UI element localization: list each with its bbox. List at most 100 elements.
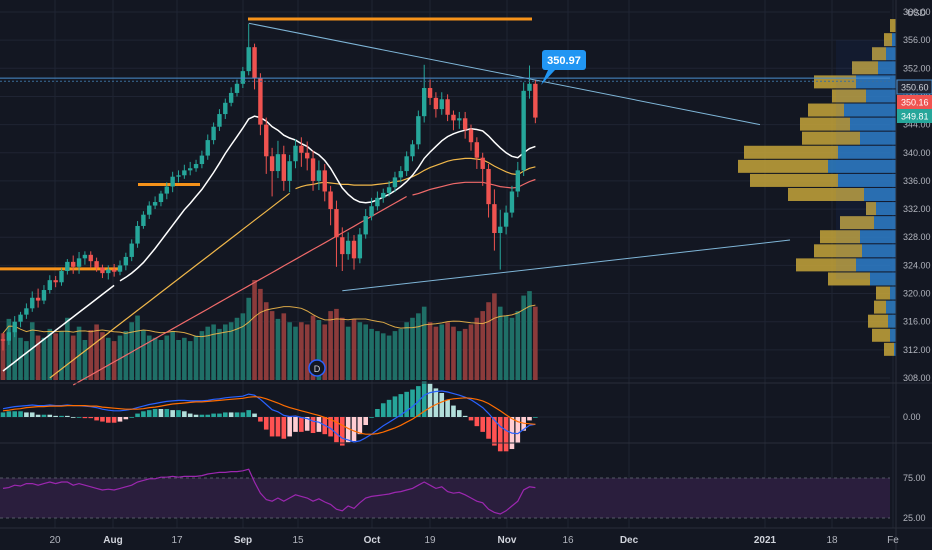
candle[interactable] bbox=[65, 259, 70, 275]
candle[interactable] bbox=[287, 154, 292, 193]
candle[interactable] bbox=[47, 275, 52, 294]
candle[interactable] bbox=[439, 92, 444, 115]
candle[interactable] bbox=[310, 150, 316, 191]
candle[interactable] bbox=[498, 209, 503, 270]
candle[interactable] bbox=[24, 303, 29, 319]
candle[interactable] bbox=[82, 251, 88, 265]
candle[interactable] bbox=[468, 124, 474, 151]
candle[interactable] bbox=[205, 134, 210, 160]
candle[interactable] bbox=[416, 110, 421, 150]
candle[interactable] bbox=[228, 87, 234, 107]
rsi-line[interactable] bbox=[2, 468, 536, 515]
macd-line[interactable] bbox=[2, 390, 536, 443]
upper-trend-line[interactable] bbox=[248, 22, 761, 126]
candle[interactable] bbox=[129, 239, 134, 262]
candle[interactable] bbox=[170, 171, 175, 193]
candle[interactable] bbox=[158, 190, 164, 207]
candle[interactable] bbox=[322, 164, 327, 202]
candle[interactable] bbox=[299, 137, 304, 167]
candle[interactable] bbox=[392, 171, 398, 193]
candle[interactable] bbox=[404, 151, 409, 176]
candle[interactable] bbox=[164, 182, 169, 200]
candle[interactable] bbox=[422, 64, 427, 123]
macd-signal-line[interactable] bbox=[2, 396, 536, 435]
candles[interactable] bbox=[0, 23, 538, 351]
candle[interactable] bbox=[100, 264, 105, 279]
candle[interactable] bbox=[252, 43, 257, 90]
candle[interactable] bbox=[211, 122, 216, 145]
candle[interactable] bbox=[451, 110, 456, 131]
candle[interactable] bbox=[258, 73, 263, 136]
time-axis[interactable]: 20 Aug 17 Sep 15 Oct 19 Nov 16 Dec 2021 18 Fe bbox=[49, 535, 899, 546]
candle[interactable] bbox=[0, 332, 6, 351]
ma-mid-line[interactable] bbox=[295, 157, 536, 190]
candle[interactable] bbox=[275, 140, 281, 179]
candle[interactable] bbox=[182, 164, 187, 179]
candle[interactable] bbox=[369, 197, 374, 221]
candle[interactable] bbox=[462, 111, 468, 139]
candle[interactable] bbox=[111, 263, 117, 277]
candle[interactable] bbox=[427, 79, 433, 105]
candle[interactable] bbox=[199, 150, 205, 169]
candle[interactable] bbox=[398, 166, 403, 183]
candle[interactable] bbox=[486, 164, 491, 218]
candle[interactable] bbox=[269, 147, 275, 197]
ma-fast-line[interactable] bbox=[119, 115, 536, 282]
candle[interactable] bbox=[503, 205, 509, 235]
candle[interactable] bbox=[386, 180, 392, 197]
candle[interactable] bbox=[293, 139, 298, 169]
candle[interactable] bbox=[223, 98, 228, 119]
candle[interactable] bbox=[76, 252, 82, 274]
candle[interactable] bbox=[433, 92, 439, 118]
candle[interactable] bbox=[474, 137, 480, 169]
candle[interactable] bbox=[305, 141, 310, 171]
candle[interactable] bbox=[533, 80, 538, 124]
candle[interactable] bbox=[457, 111, 462, 129]
candle[interactable] bbox=[480, 152, 485, 186]
candle[interactable] bbox=[152, 196, 158, 210]
candle[interactable] bbox=[363, 209, 368, 239]
candle[interactable] bbox=[41, 285, 47, 305]
price-callout[interactable]: 350.97 bbox=[541, 50, 586, 85]
candle[interactable] bbox=[141, 211, 146, 229]
candle[interactable] bbox=[12, 316, 17, 338]
candle[interactable] bbox=[123, 252, 129, 271]
candle[interactable] bbox=[351, 235, 357, 270]
candle[interactable] bbox=[71, 255, 76, 274]
candle[interactable] bbox=[176, 170, 181, 183]
candle[interactable] bbox=[492, 189, 497, 251]
candle[interactable] bbox=[35, 288, 41, 308]
candle[interactable] bbox=[6, 327, 12, 345]
candle[interactable] bbox=[217, 109, 222, 131]
candle[interactable] bbox=[106, 265, 111, 280]
candle[interactable] bbox=[340, 227, 345, 272]
candle[interactable] bbox=[246, 23, 251, 76]
candle[interactable] bbox=[334, 200, 339, 267]
candle[interactable] bbox=[188, 161, 193, 176]
candle[interactable] bbox=[264, 117, 269, 174]
macd-pane[interactable] bbox=[0, 381, 890, 452]
candle[interactable] bbox=[381, 188, 386, 203]
ma-slow-line[interactable] bbox=[412, 178, 536, 196]
candle[interactable] bbox=[18, 311, 23, 328]
candle[interactable] bbox=[375, 191, 380, 211]
candle[interactable] bbox=[88, 251, 93, 269]
candle[interactable] bbox=[147, 201, 152, 219]
candle[interactable] bbox=[117, 260, 123, 276]
rsi-pane[interactable] bbox=[0, 468, 890, 519]
candle[interactable] bbox=[135, 221, 140, 248]
candle[interactable] bbox=[316, 160, 322, 191]
candle[interactable] bbox=[357, 228, 363, 264]
candle[interactable] bbox=[345, 232, 351, 260]
candle[interactable] bbox=[445, 94, 450, 122]
candle[interactable] bbox=[193, 159, 199, 172]
candle[interactable] bbox=[527, 65, 532, 99]
lower-trend-line[interactable] bbox=[342, 239, 791, 292]
event-marker[interactable]: D bbox=[308, 359, 326, 377]
candle[interactable] bbox=[234, 79, 240, 97]
candle[interactable] bbox=[521, 82, 526, 176]
candle[interactable] bbox=[281, 145, 286, 191]
candle[interactable] bbox=[240, 66, 246, 89]
candle[interactable] bbox=[30, 291, 35, 312]
